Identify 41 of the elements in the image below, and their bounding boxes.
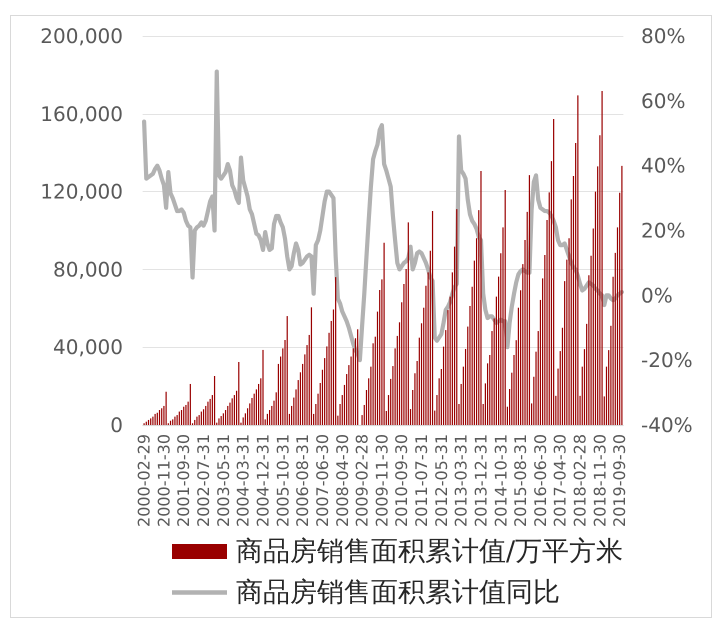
x-tick-label: 2010-09-30 (392, 434, 412, 527)
x-tick-label: 2009-02-28 (352, 434, 372, 527)
x-tick-label: 2013-03-31 (452, 434, 471, 527)
x-tick-label: 2013-12-31 (471, 434, 490, 527)
y-tick-label: 80,000 (53, 257, 123, 282)
x-tick-label: 2014-10-31 (491, 434, 510, 527)
x-tick-label: 2003-05-31 (214, 434, 233, 527)
x-tick-label: 2018-02-28 (570, 434, 590, 527)
x-tick-label: 2004-12-31 (254, 434, 272, 527)
y-tick-label: 0 (110, 413, 123, 437)
x-tick-label: 2016-06-30 (530, 434, 550, 527)
x-tick-label: 2005-10-31 (273, 434, 292, 527)
y2-tick-label: 60% (641, 88, 686, 113)
x-tick-label: 2004-03-31 (234, 434, 253, 527)
x-tick-label: 2009-11-30 (372, 434, 392, 527)
y-tick-label: 120,000 (40, 180, 123, 204)
line-series (142, 70, 624, 362)
x-tick-label: 2006-08-31 (293, 434, 312, 527)
x-tick-label: 2007-06-30 (312, 434, 332, 527)
y2-tick-label: -20% (641, 348, 693, 372)
x-tick-label: 2012-05-31 (432, 434, 451, 527)
x-tick-label: 2018-11-30 (590, 434, 610, 527)
y2-tick-label: 80% (641, 24, 686, 48)
x-tick-label: 2002-07-31 (194, 434, 214, 527)
legend-label: 商品房销售面积累计值/万平方米 (236, 536, 624, 567)
y-tick-label: 200,000 (40, 24, 123, 48)
y2-tick-label: -40% (641, 413, 693, 437)
y2-tick-label: 40% (641, 154, 686, 178)
x-tick-label: 2011-07-31 (412, 434, 432, 527)
legend-label: 商品房销售面积累计值同比 (236, 577, 560, 608)
y-tick-label: 160,000 (40, 102, 123, 126)
x-tick-label: 2001-09-30 (174, 434, 194, 527)
x-tick-label: 2008-04-30 (332, 434, 352, 527)
x-tick-label: 2015-08-31 (511, 434, 530, 527)
x-tick-label: 2019-09-30 (610, 434, 630, 527)
x-tick-label: 2000-02-29 (134, 434, 154, 527)
x-tick-label: 2017-04-30 (550, 434, 570, 527)
y-tick-label: 40,000 (53, 335, 123, 360)
y2-tick-label: 20% (641, 218, 686, 242)
y2-tick-label: 0% (641, 283, 673, 308)
x-tick-label: 2000-11-30 (154, 434, 174, 527)
